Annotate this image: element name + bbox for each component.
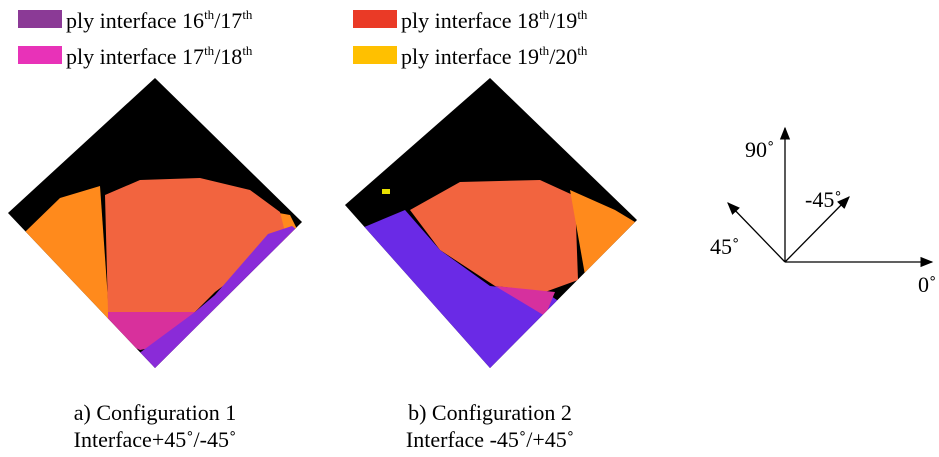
legend-label-part: th: [539, 7, 550, 22]
figure: ply interface 16th/17thply interface 17t…: [0, 0, 939, 457]
legend-label-part: ply interface 19: [401, 44, 539, 69]
angle-label: 0˚: [918, 272, 936, 297]
legend-swatch: [353, 10, 397, 28]
legend-label-part: th: [577, 7, 588, 22]
legend-label-part: ply interface 16: [66, 8, 204, 33]
legend-label-part: th: [242, 7, 253, 22]
angle-label: 90˚: [745, 137, 774, 162]
legend-label-part: th: [204, 43, 215, 58]
legend-label-part: th: [539, 43, 550, 58]
legend-swatch: [18, 10, 62, 28]
subcaption: Interface+45˚/-45˚: [74, 427, 237, 452]
legend-label-part: /19: [549, 8, 577, 33]
legend-label: ply interface 16th/17th: [66, 7, 253, 33]
legend-label-part: /18: [214, 44, 242, 69]
caption: b) Configuration 2: [408, 400, 572, 425]
legend-label-part: th: [204, 7, 215, 22]
legend-label: ply interface 17th/18th: [66, 43, 253, 69]
legend-label-part: /17: [214, 8, 242, 33]
legend-label-part: th: [577, 43, 588, 58]
cscan-config-1: [0, 70, 310, 380]
legend-label-part: ply interface 18: [401, 8, 539, 33]
legend-label: ply interface 18th/19th: [401, 7, 588, 33]
angle-label: 45˚: [710, 234, 739, 259]
legend-label-part: th: [242, 43, 253, 58]
legend-label: ply interface 19th/20th: [401, 43, 588, 69]
legend-label-part: /20: [549, 44, 577, 69]
legend-swatch: [353, 46, 397, 64]
cscan-config-2: [340, 70, 645, 380]
caption: a) Configuration 1: [74, 400, 237, 425]
legend-swatch: [18, 46, 62, 64]
legend-label-part: ply interface 17: [66, 44, 204, 69]
angle-label: -45˚: [805, 187, 842, 212]
subcaption: Interface -45˚/+45˚: [406, 427, 574, 452]
